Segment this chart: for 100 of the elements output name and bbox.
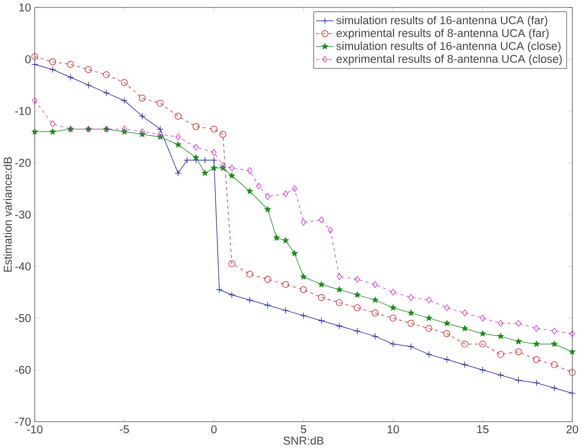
- point: [426, 325, 432, 332]
- point: [202, 156, 208, 164]
- legend-label: exprimental results of 8-antenna UCA (far): [336, 28, 549, 40]
- point: [533, 340, 540, 347]
- x-tick-label: 5: [300, 425, 306, 434]
- point: [210, 126, 218, 132]
- y-tick-label: -70: [15, 418, 31, 426]
- x-tick-label: 10: [388, 425, 399, 434]
- point: [550, 384, 558, 392]
- point: [497, 372, 504, 378]
- point: [534, 325, 540, 332]
- point: [32, 128, 38, 134]
- point: [533, 379, 540, 386]
- point: [570, 330, 575, 338]
- point: [568, 390, 576, 397]
- point: [444, 320, 450, 326]
- point: [390, 304, 396, 311]
- point: [220, 162, 226, 169]
- x-tick-label: 15: [477, 425, 488, 434]
- point: [336, 322, 343, 330]
- x-tick-label: -5: [120, 425, 129, 434]
- point: [175, 133, 181, 140]
- point: [318, 317, 325, 324]
- point: [479, 330, 486, 336]
- point: [568, 369, 576, 376]
- point: [426, 314, 432, 321]
- point: [246, 296, 254, 304]
- point: [300, 218, 306, 226]
- point: [461, 340, 468, 348]
- point: [479, 366, 486, 374]
- point: [193, 144, 199, 151]
- point: [443, 330, 450, 338]
- point: [328, 226, 334, 234]
- y-tick-label: -30: [15, 210, 31, 219]
- point: [390, 340, 396, 348]
- point: [31, 60, 38, 68]
- point: [49, 66, 56, 73]
- point: [156, 126, 164, 132]
- point: [32, 97, 38, 104]
- point: [282, 281, 289, 288]
- point: [354, 304, 361, 312]
- point: [31, 53, 38, 60]
- point: [265, 193, 270, 200]
- point: [140, 128, 145, 136]
- point: [408, 343, 414, 350]
- point: [246, 188, 254, 194]
- point: [551, 340, 558, 347]
- x-tick-label: -10: [27, 425, 43, 434]
- y-tick-label: -60: [15, 366, 31, 374]
- point: [122, 126, 127, 132]
- point: [569, 348, 576, 355]
- point: [443, 356, 450, 363]
- point: [211, 148, 217, 156]
- point: [210, 156, 218, 164]
- point: [282, 306, 289, 314]
- point: [552, 328, 557, 334]
- point: [372, 296, 378, 303]
- point: [103, 71, 110, 78]
- point: [498, 320, 504, 327]
- point: [372, 310, 379, 316]
- point: [497, 332, 504, 340]
- point: [264, 206, 271, 212]
- point: [550, 361, 558, 368]
- point: [85, 82, 92, 88]
- point: [229, 164, 234, 172]
- point: [408, 310, 414, 316]
- point: [291, 250, 298, 256]
- point: [372, 332, 379, 340]
- point: [354, 291, 361, 298]
- point: [264, 276, 272, 283]
- point: [497, 350, 504, 358]
- point: [120, 79, 128, 86]
- legend-label: simulation results of 16-antenna UCA (close): [336, 42, 561, 52]
- point: [228, 291, 236, 298]
- point: [516, 320, 522, 327]
- point: [318, 294, 325, 301]
- y-tick-label: 10: [19, 3, 31, 12]
- point: [85, 66, 92, 73]
- point: [202, 170, 208, 176]
- point: [480, 314, 486, 322]
- point: [354, 328, 361, 334]
- point: [67, 60, 74, 68]
- point: [515, 338, 522, 344]
- y-tick-label: -40: [15, 262, 31, 270]
- point: [246, 270, 254, 278]
- point: [408, 320, 414, 327]
- point: [354, 276, 360, 283]
- point: [219, 130, 226, 138]
- point: [282, 237, 289, 244]
- point: [174, 170, 182, 177]
- point: [247, 167, 252, 174]
- point: [210, 164, 218, 171]
- point: [461, 361, 468, 368]
- point: [282, 190, 288, 198]
- y-tick-label: -50: [15, 314, 31, 322]
- point: [300, 312, 307, 319]
- point: [533, 356, 540, 363]
- point: [462, 325, 468, 332]
- point: [300, 273, 307, 280]
- point: [138, 94, 146, 102]
